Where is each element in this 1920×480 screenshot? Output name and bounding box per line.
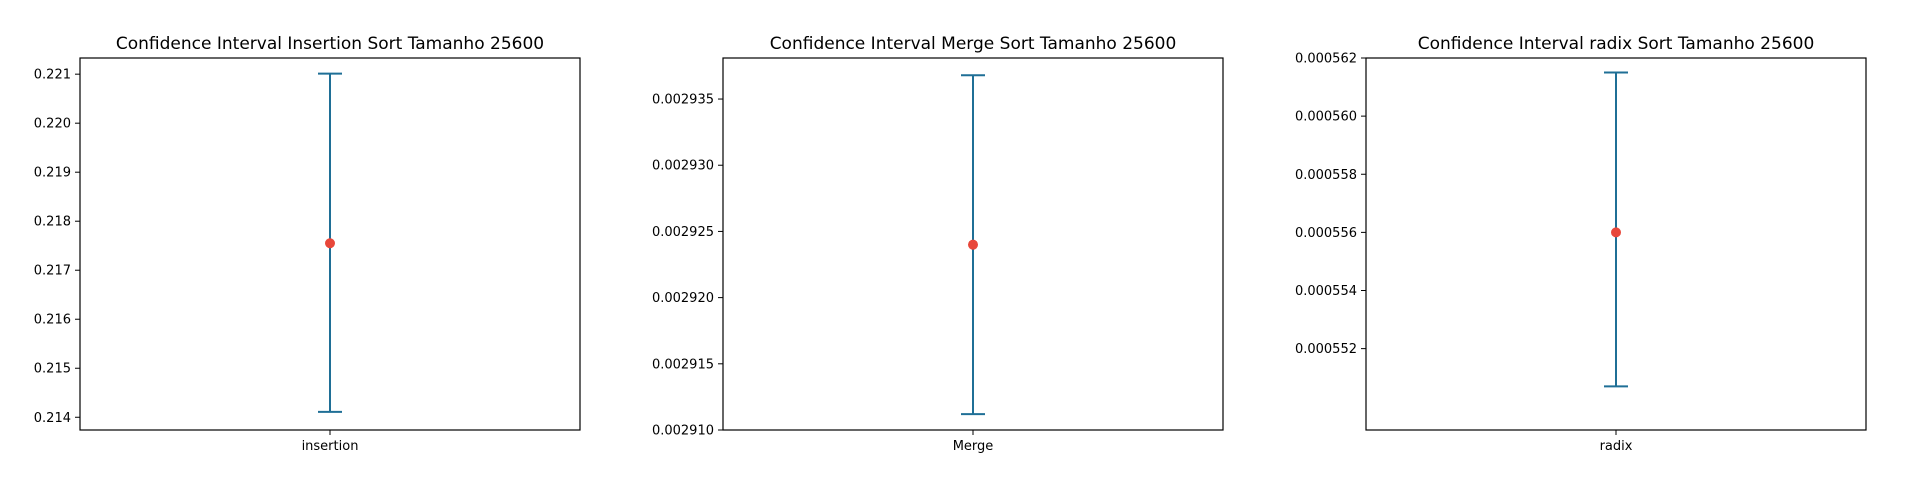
- y-tick-label: 0.221: [34, 68, 71, 83]
- y-tick-label: 0.000560: [1295, 110, 1357, 125]
- y-tick-label: 0.218: [34, 215, 71, 230]
- y-tick-label: 0.214: [34, 411, 71, 426]
- y-tick-label: 0.215: [34, 362, 71, 377]
- y-axis: 0.214 0.215 0.216 0.217 0.218 0.219 0.220 0.221: [34, 68, 80, 426]
- y-tick-label: 0.000556: [1295, 226, 1357, 241]
- chart-title: Confidence Interval radix Sort Tamanho 2…: [1418, 34, 1815, 54]
- x-tick-label: radix: [1600, 439, 1633, 454]
- y-tick-label: 0.000554: [1295, 284, 1357, 299]
- y-tick-label: 0.000552: [1295, 342, 1357, 357]
- x-tick-label: Merge: [953, 439, 994, 454]
- y-tick-label: 0.219: [34, 166, 71, 181]
- chart-panel-radix: Confidence Interval radix Sort Tamanho 2…: [1295, 34, 1867, 454]
- y-tick-label: 0.002920: [652, 291, 714, 306]
- y-tick-label: 0.002925: [652, 225, 714, 240]
- y-tick-label: 0.002935: [652, 93, 714, 108]
- y-tick-label: 0.217: [34, 264, 71, 279]
- x-axis: Merge: [953, 430, 994, 454]
- y-tick-label: 0.220: [34, 117, 71, 132]
- x-axis: radix: [1600, 430, 1633, 454]
- mean-point: [325, 238, 335, 249]
- y-tick-label: 0.002910: [652, 424, 714, 439]
- mean-point: [968, 239, 978, 250]
- y-axis: 0.002910 0.002915 0.002920 0.002925 0.002930…: [652, 93, 723, 439]
- y-tick-label: 0.002930: [652, 159, 714, 174]
- chart-title: Confidence Interval Insertion Sort Taman…: [116, 34, 544, 54]
- chart-title: Confidence Interval Merge Sort Tamanho 2…: [770, 34, 1177, 54]
- x-axis: insertion: [302, 430, 359, 454]
- chart-panel-insertion: Confidence Interval Insertion Sort Taman…: [34, 34, 581, 454]
- y-tick-label: 0.000562: [1295, 52, 1357, 67]
- y-tick-label: 0.002915: [652, 357, 714, 372]
- x-tick-label: insertion: [302, 439, 359, 454]
- y-tick-label: 0.000558: [1295, 168, 1357, 183]
- chart-panel-merge: Confidence Interval Merge Sort Tamanho 2…: [652, 34, 1224, 454]
- mean-point: [1611, 227, 1621, 238]
- y-axis: 0.000552 0.000554 0.000556 0.000558 0.000560…: [1295, 52, 1366, 357]
- y-tick-label: 0.216: [34, 313, 71, 328]
